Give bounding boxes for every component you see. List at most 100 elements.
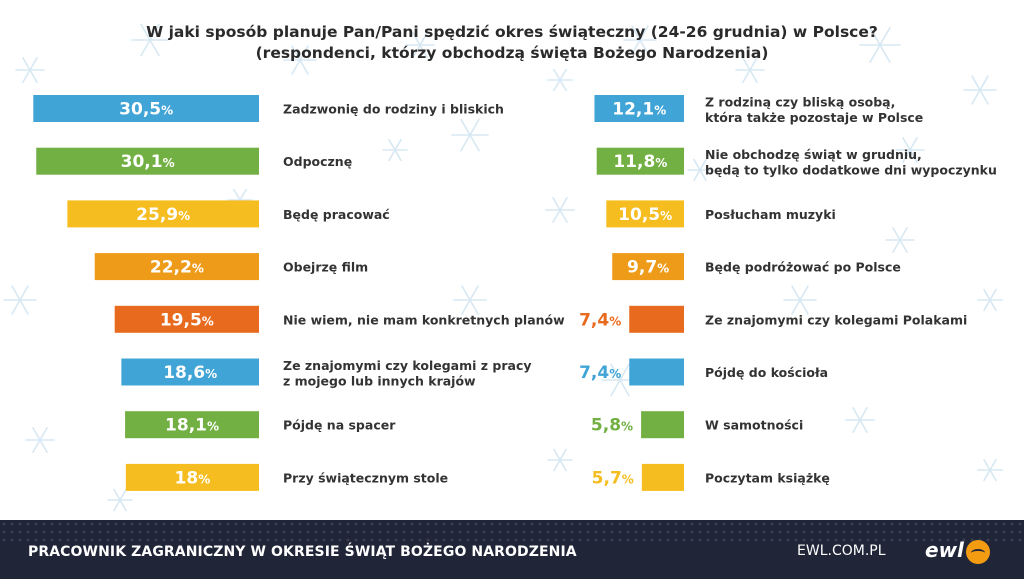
bar-value-unit: % xyxy=(609,314,621,328)
bar xyxy=(606,200,684,228)
bar-value-number: 30,1 xyxy=(121,152,163,172)
category-label-line: Ze znajomymi czy kolegami z pracy xyxy=(283,358,532,373)
snowflake-icon xyxy=(783,285,817,315)
bar xyxy=(641,411,684,439)
category-label-line: Odpocznę xyxy=(283,154,352,169)
category-label: Z rodziną czy bliską osobą, która także p… xyxy=(705,95,923,126)
category-label-line: Przy świątecznym stole xyxy=(283,470,448,485)
bar-value-number: 7,4 xyxy=(579,363,609,383)
footer-bar: PRACOWNIK ZAGRANICZNY W OKRESIE ŚWIĄT BO… xyxy=(0,520,1024,579)
snowflake-icon xyxy=(963,75,997,105)
category-label-line: Ze znajomymi czy kolegami Polakami xyxy=(705,312,967,327)
category-label-line: Nie wiem, nie mam konkretnych planów xyxy=(283,312,565,327)
category-label-line: która także pozostaje w Polsce xyxy=(705,110,923,125)
bar-group: 7,4% Ze znajomymi czy kolegami Polakami xyxy=(579,305,967,333)
bar-group: 30,1% Odpocznę xyxy=(36,147,352,175)
bar-group: 11,8% Nie obchodzę świąt w grudniu, będą t… xyxy=(596,147,997,178)
bar xyxy=(629,358,684,386)
bar-group: 7,4% Pójdę do kościoła xyxy=(579,358,828,386)
snowflake-icon xyxy=(283,45,317,75)
ewl-logo: ewl xyxy=(925,538,964,562)
footer-dot-pattern xyxy=(0,520,1024,542)
category-label: Nie wiem, nie mam konkretnych planów xyxy=(283,312,565,327)
category-label: Obejrzę film xyxy=(283,260,368,275)
bar-value-label: 5,7% xyxy=(592,468,634,488)
bar-value-label: 18,1% xyxy=(165,416,219,436)
category-label: Przy świątecznym stole xyxy=(283,470,448,485)
snowflake-icon xyxy=(131,23,169,57)
category-label-line: W samotności xyxy=(705,418,803,433)
bar-value-label: 12,1% xyxy=(612,100,666,120)
snowflake-icon xyxy=(451,118,489,152)
bar-value-label: 7,4% xyxy=(579,310,621,330)
snowflake-icon xyxy=(885,227,915,253)
bar-value-number: 30,5 xyxy=(119,100,161,120)
bar-value-number: 25,9 xyxy=(136,205,178,225)
bar-group: 18,6% Ze znajomymi czy kolegami z pracy z … xyxy=(121,358,532,389)
bar-value-number: 5,8 xyxy=(591,416,621,436)
category-label-line: Z rodziną czy bliską osobą, xyxy=(705,95,895,110)
bar-value-unit: % xyxy=(655,156,667,170)
bar-value-unit: % xyxy=(609,367,621,381)
bar-group: 18,1% Pójdę na spacer xyxy=(125,411,396,439)
bar-value-unit: % xyxy=(621,420,633,434)
bar-value-label: 10,5% xyxy=(618,205,672,225)
bar xyxy=(121,358,259,386)
title-line-2: (respondenci, którzy obchodzą święta Boż… xyxy=(255,44,769,62)
bar-group: 5,7% Poczytam książkę xyxy=(592,463,830,491)
category-label-line: Nie obchodzę świąt w grudniu, xyxy=(705,147,922,162)
bar-value-label: 7,4% xyxy=(579,363,621,383)
bar-value-number: 10,5 xyxy=(618,205,660,225)
category-label-line: Pójdę na spacer xyxy=(283,418,396,433)
bar-value-label: 30,5% xyxy=(119,100,173,120)
category-label-line: Pójdę do kościoła xyxy=(705,365,828,380)
ewl-logo-icon xyxy=(966,540,990,564)
category-label-line: z mojego lub innych krajów xyxy=(283,374,476,389)
bar xyxy=(114,305,259,333)
bar-value-number: 7,4 xyxy=(579,310,609,330)
bar-value-unit: % xyxy=(178,209,190,223)
bar-value-unit: % xyxy=(657,262,669,276)
snowflake-icon xyxy=(977,288,1003,312)
bar-group: 5,8% W samotności xyxy=(591,411,803,439)
bar-group: 10,5% Posłucham muzyki xyxy=(606,200,836,228)
snowflake-icon xyxy=(859,26,901,64)
bar-value-unit: % xyxy=(161,104,173,118)
bar-group: 12,1% Z rodziną czy bliską osobą, która ta… xyxy=(594,95,923,126)
category-label: Nie obchodzę świąt w grudniu, będą to tyl… xyxy=(705,147,997,178)
bar xyxy=(125,411,259,439)
bar-group: 25,9% Będę pracować xyxy=(67,200,390,228)
bar xyxy=(33,95,259,122)
snowflake-icon xyxy=(107,488,133,512)
bar-value-number: 5,7 xyxy=(592,468,622,488)
bar-value-label: 18,6% xyxy=(163,363,217,383)
bar-value-unit: % xyxy=(654,104,666,118)
bar-value-unit: % xyxy=(192,262,204,276)
category-label: Pójdę do kościoła xyxy=(705,365,828,380)
category-label: W samotności xyxy=(705,418,803,433)
snowflake-icon xyxy=(623,25,657,55)
category-label: Ze znajomymi czy kolegami z pracy z mojeg… xyxy=(283,358,532,389)
bar-value-number: 18,6 xyxy=(163,363,205,383)
category-label-line: Obejrzę film xyxy=(283,260,368,275)
bar-value-unit: % xyxy=(198,472,210,486)
category-label: Posłucham muzyki xyxy=(705,207,836,222)
snowflake-icon xyxy=(687,158,713,182)
bar-value-label: 9,7% xyxy=(627,258,669,278)
category-label-line: Będę pracować xyxy=(283,207,390,222)
footer-site-link[interactable]: EWL.COM.PL xyxy=(797,543,886,559)
bar-value-label: 25,9% xyxy=(136,205,190,225)
bar xyxy=(36,147,260,175)
category-label-line: Będę podróżować po Polsce xyxy=(705,260,901,275)
bar-value-unit: % xyxy=(622,472,634,486)
bar-group: 19,5% Nie wiem, nie mam konkretnych planó… xyxy=(114,305,565,333)
snowflake-icon xyxy=(15,57,45,83)
bar-value-number: 18,1 xyxy=(165,416,207,436)
bar xyxy=(629,305,684,333)
bar-group: 18% Przy świątecznym stole xyxy=(125,463,448,491)
bar-chart: 30,5% Zadzwonię do rodziny i bliskich 30,1… xyxy=(33,95,997,491)
bar-value-label: 11,8% xyxy=(613,152,667,172)
bar xyxy=(612,253,684,281)
category-label: Pójdę na spacer xyxy=(283,418,396,433)
bar xyxy=(94,253,259,281)
